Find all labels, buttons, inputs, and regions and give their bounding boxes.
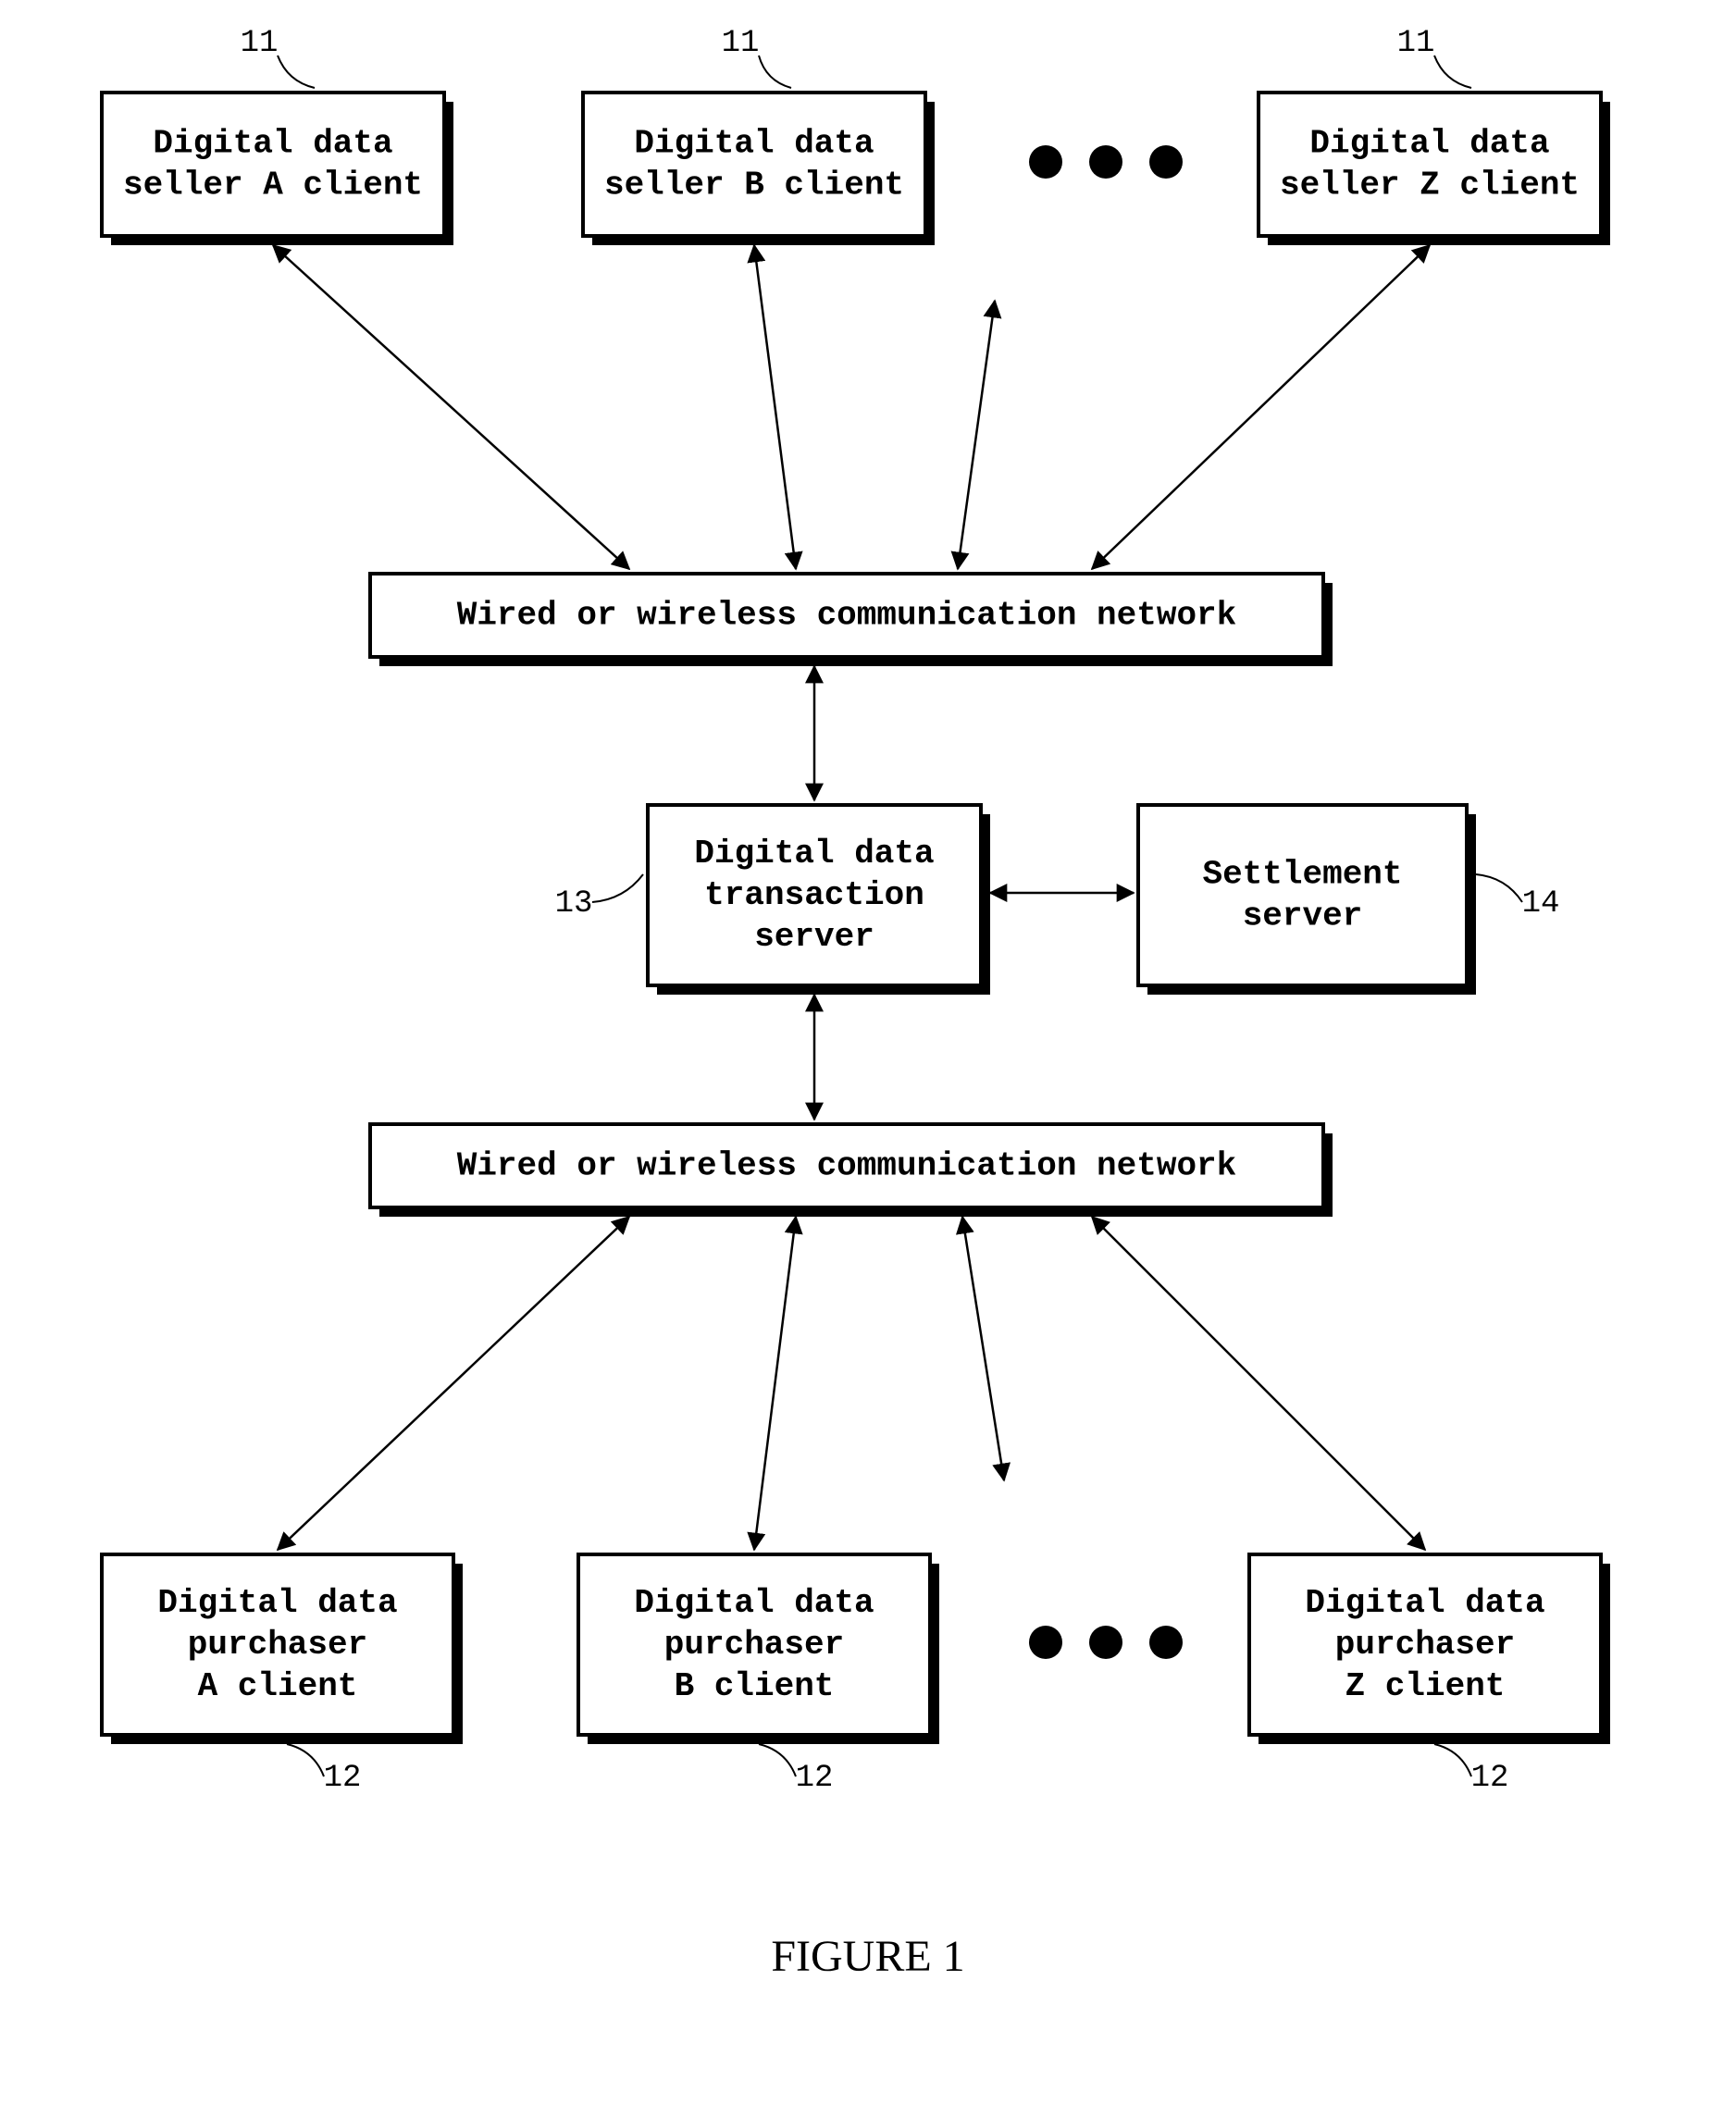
- sellerZ-label-0: Digital data: [1309, 125, 1549, 163]
- ref-label-5: 12: [324, 1761, 362, 1796]
- ref-leader-1: [759, 56, 791, 88]
- settle-label-1: server: [1243, 897, 1363, 935]
- ref-label-1: 11: [722, 26, 760, 61]
- ref-label-3: 13: [555, 886, 593, 922]
- purchZ-label-1: purchaser: [1335, 1626, 1515, 1664]
- txserver-label-0: Digital data: [694, 835, 934, 873]
- ref-leader-7: [1434, 1744, 1471, 1776]
- ref-leader-5: [287, 1744, 324, 1776]
- purchA-label-2: A client: [198, 1667, 358, 1705]
- ref-label-2: 11: [1397, 26, 1435, 61]
- ellipsis-dot-1: [1089, 145, 1122, 179]
- figure-caption: FIGURE 1: [771, 1932, 964, 1981]
- purchA-label-0: Digital data: [157, 1584, 397, 1622]
- purchZ-label-0: Digital data: [1305, 1584, 1544, 1622]
- settle-label-0: Settlement: [1202, 856, 1402, 894]
- purchB-label-2: B client: [675, 1667, 835, 1705]
- sellerA-label-0: Digital data: [153, 125, 392, 163]
- ref-label-4: 14: [1522, 886, 1560, 922]
- ref-label-0: 11: [241, 26, 279, 61]
- ref-label-7: 12: [1471, 1761, 1509, 1796]
- arrow-9: [962, 1217, 1004, 1480]
- sellerZ-box: [1259, 93, 1601, 236]
- settle-box: [1138, 805, 1467, 985]
- arrow-1: [754, 245, 796, 569]
- arrow-2: [958, 301, 995, 569]
- sellerB-label-0: Digital data: [634, 125, 874, 163]
- sellerZ-label-1: seller Z client: [1280, 167, 1580, 204]
- net1-label-0: Wired or wireless communication network: [457, 597, 1237, 635]
- purchB-label-1: purchaser: [664, 1626, 844, 1664]
- sellerB-label-1: seller B client: [604, 167, 904, 204]
- ellipsis-dot-2: [1149, 145, 1183, 179]
- arrow-8: [754, 1217, 796, 1550]
- arrow-3: [1092, 245, 1430, 569]
- ref-leader-6: [759, 1744, 796, 1776]
- sellerA-label-1: seller A client: [123, 167, 423, 204]
- sellerB-box: [583, 93, 925, 236]
- net2-label-0: Wired or wireless communication network: [457, 1147, 1237, 1185]
- ref-leader-0: [278, 56, 315, 88]
- sellerA-box: [102, 93, 444, 236]
- purchZ-label-2: Z client: [1345, 1667, 1506, 1705]
- ellipsis-dot-4: [1089, 1626, 1122, 1659]
- ellipsis-dot-0: [1029, 145, 1062, 179]
- arrow-0: [273, 245, 629, 569]
- ref-label-6: 12: [796, 1761, 834, 1796]
- purchA-label-1: purchaser: [188, 1626, 367, 1664]
- arrow-10: [1092, 1217, 1425, 1550]
- ellipsis-dot-3: [1029, 1626, 1062, 1659]
- ellipsis-dot-5: [1149, 1626, 1183, 1659]
- txserver-label-2: server: [754, 918, 874, 956]
- ref-leader-4: [1476, 874, 1522, 902]
- ref-leader-2: [1434, 56, 1471, 88]
- txserver-label-1: transaction: [704, 876, 924, 914]
- purchB-label-0: Digital data: [634, 1584, 874, 1622]
- ref-leader-3: [592, 874, 643, 902]
- arrow-7: [278, 1217, 629, 1550]
